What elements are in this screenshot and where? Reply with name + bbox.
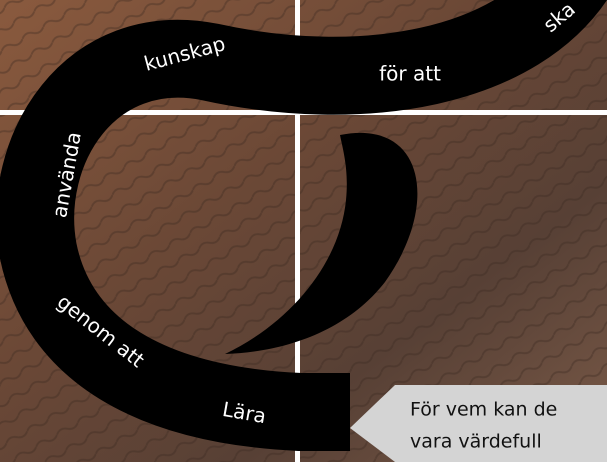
callout-text: För vem kan de	[410, 399, 557, 421]
page: ska kunskap för att använda genom att Lä…	[0, 0, 607, 462]
slide: ska kunskap för att använda genom att Lä…	[0, 0, 607, 462]
callout-text: vara värdefull	[410, 431, 542, 453]
swirl-word: för att	[379, 62, 441, 86]
